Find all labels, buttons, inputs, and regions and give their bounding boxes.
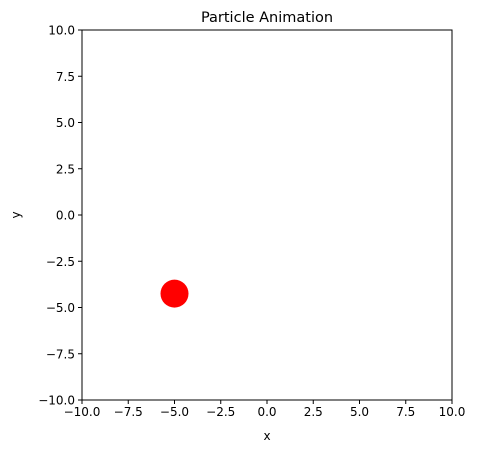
x-tick-label: 2.5 [304, 405, 323, 419]
y-tick-label: −5.0 [46, 301, 75, 315]
particle-point [160, 279, 189, 308]
x-axis-label: x [263, 429, 270, 443]
x-tick-label: −5.0 [160, 405, 189, 419]
y-axis-label: y [9, 211, 23, 218]
plot-area [82, 30, 452, 400]
y-tick-label: −10.0 [38, 394, 75, 408]
y-tick-label: 7.5 [56, 70, 75, 84]
y-tick-label: −2.5 [46, 255, 75, 269]
y-tick-label: −7.5 [46, 347, 75, 361]
x-tick-label: 0.0 [257, 405, 276, 419]
y-tick-label: 10.0 [48, 24, 75, 38]
x-tick-label: 10.0 [439, 405, 466, 419]
x-tick-label: −2.5 [206, 405, 235, 419]
x-tick-label: −7.5 [114, 405, 143, 419]
x-tick-label: 7.5 [396, 405, 415, 419]
y-tick-label: 0.0 [56, 209, 75, 223]
plot-frame [81, 29, 453, 401]
chart-title: Particle Animation [201, 10, 333, 26]
x-tick-label: 5.0 [350, 405, 369, 419]
x-tick-label: −10.0 [64, 405, 101, 419]
y-tick-label: 5.0 [56, 116, 75, 130]
y-tick-label: 2.5 [56, 162, 75, 176]
